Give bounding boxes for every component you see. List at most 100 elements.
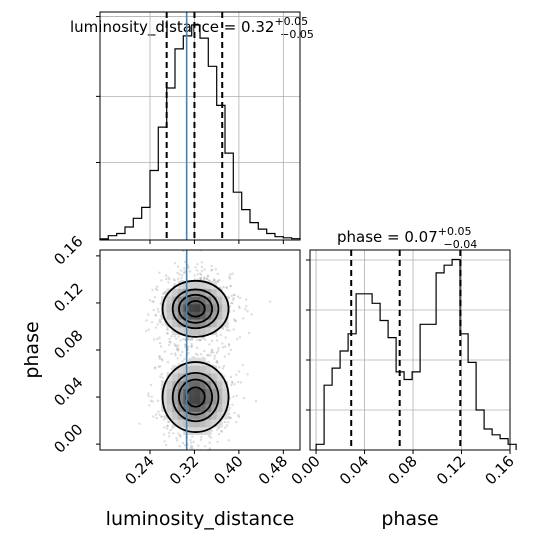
density-cell bbox=[194, 380, 201, 389]
scatter-point bbox=[199, 272, 202, 275]
scatter-point bbox=[173, 343, 176, 346]
scatter-point bbox=[245, 305, 248, 308]
scatter-point bbox=[228, 329, 231, 332]
scatter-points bbox=[138, 250, 272, 460]
density-cell bbox=[211, 319, 218, 328]
scatter-point bbox=[188, 270, 192, 273]
scatter-point bbox=[198, 338, 201, 342]
density-cell bbox=[188, 303, 195, 312]
density-cell bbox=[222, 296, 229, 305]
density-cell bbox=[177, 403, 184, 412]
density-cell bbox=[194, 303, 201, 312]
scatter-point bbox=[225, 424, 229, 427]
scatter-point bbox=[183, 444, 187, 447]
scatter-point bbox=[190, 345, 194, 348]
scatter-point bbox=[158, 355, 161, 358]
density-cell bbox=[194, 411, 201, 420]
density-cell bbox=[200, 365, 206, 374]
scatter-point bbox=[138, 422, 141, 425]
scatter-point bbox=[168, 278, 171, 281]
scatter-point bbox=[230, 302, 233, 305]
density-cell bbox=[172, 388, 179, 397]
density-cell bbox=[216, 288, 223, 297]
scatter-point bbox=[197, 444, 200, 447]
scatter-point bbox=[230, 383, 233, 387]
scatter-point bbox=[160, 373, 164, 376]
scatter-point bbox=[165, 443, 168, 447]
density-cell bbox=[194, 396, 201, 405]
density-cell bbox=[216, 388, 223, 397]
scatter-point bbox=[189, 446, 192, 450]
scatter-point bbox=[227, 352, 230, 356]
scatter-point bbox=[222, 285, 225, 289]
scatter-point bbox=[175, 436, 178, 440]
scatter-point bbox=[219, 333, 222, 337]
scatter-point bbox=[229, 285, 232, 288]
density-cell bbox=[188, 296, 195, 305]
scatter-point bbox=[179, 435, 182, 438]
density-cell bbox=[188, 373, 195, 382]
density-cell bbox=[194, 311, 201, 320]
density-cell bbox=[177, 296, 184, 305]
scatter-point bbox=[238, 336, 242, 339]
scatter-point bbox=[237, 305, 241, 308]
density-cell bbox=[205, 411, 212, 420]
scatter-point bbox=[228, 406, 232, 410]
density-cell bbox=[172, 311, 179, 320]
x-tick-label: 0.00 bbox=[288, 452, 324, 488]
scatter-point bbox=[170, 352, 173, 355]
y-tick-label: 0.04 bbox=[50, 373, 86, 409]
scatter-point bbox=[220, 430, 224, 433]
scatter-point bbox=[149, 383, 153, 387]
scatter-point bbox=[187, 337, 190, 340]
scatter-point bbox=[247, 331, 251, 335]
scatter-point bbox=[235, 338, 239, 341]
scatter-point bbox=[246, 373, 249, 376]
scatter-point bbox=[223, 420, 227, 424]
y-axis-label: phase bbox=[21, 321, 43, 378]
y-tick-label: 0.00 bbox=[50, 420, 86, 456]
density-cell bbox=[211, 403, 218, 412]
scatter-point bbox=[169, 429, 172, 432]
density-cell bbox=[194, 280, 201, 289]
scatter-point bbox=[180, 277, 183, 280]
scatter-point bbox=[177, 335, 180, 338]
density-cell bbox=[177, 288, 184, 297]
scatter-point bbox=[176, 346, 179, 350]
scatter-point bbox=[182, 337, 185, 341]
scatter-point bbox=[189, 439, 192, 442]
density-cell bbox=[205, 303, 212, 312]
scatter-point bbox=[225, 286, 228, 289]
scatter-point bbox=[164, 274, 168, 277]
scatter-point bbox=[178, 273, 181, 276]
scatter-point bbox=[206, 354, 209, 357]
density-cell bbox=[194, 426, 201, 435]
scatter-point bbox=[230, 294, 233, 298]
scatter-point bbox=[190, 441, 193, 444]
scatter-point bbox=[173, 279, 177, 282]
scatter-point bbox=[210, 268, 214, 271]
scatter-point bbox=[164, 323, 167, 326]
density-cell bbox=[222, 403, 229, 412]
phase-hist-title-sup: +0.05 bbox=[438, 225, 472, 238]
scatter-point bbox=[175, 337, 178, 340]
scatter-point bbox=[233, 319, 237, 323]
density-cell bbox=[166, 388, 173, 397]
phase-hist-title: phase = 0.07+0.05 −0.04 bbox=[337, 225, 477, 251]
density-cell bbox=[172, 411, 179, 420]
scatter-point bbox=[236, 295, 240, 298]
scatter-point bbox=[227, 415, 231, 418]
scatter-point bbox=[173, 458, 175, 460]
scatter-point bbox=[187, 352, 190, 355]
scatter-point bbox=[173, 262, 177, 265]
density-cell bbox=[200, 411, 206, 420]
scatter-point bbox=[225, 286, 228, 289]
scatter-point bbox=[232, 297, 235, 300]
scatter-point bbox=[159, 320, 162, 324]
density-cell bbox=[211, 396, 218, 405]
scatter-point bbox=[162, 418, 166, 421]
scatter-point bbox=[154, 326, 158, 329]
scatter-point bbox=[217, 432, 221, 436]
scatter-point bbox=[195, 269, 199, 272]
